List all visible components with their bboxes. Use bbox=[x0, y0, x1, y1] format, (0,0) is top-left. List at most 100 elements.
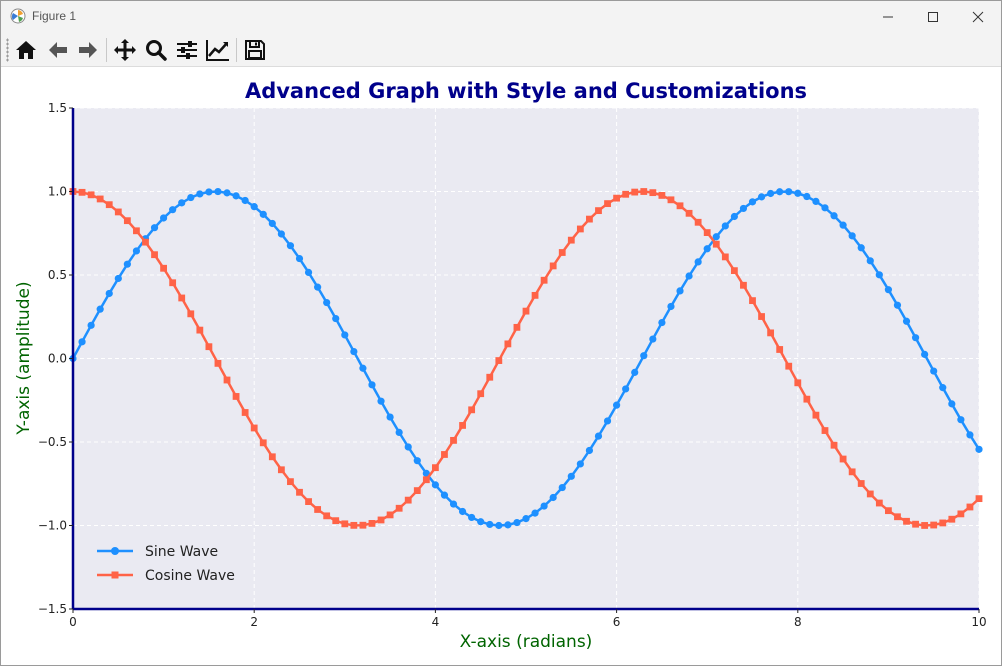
data-point bbox=[277, 466, 285, 474]
data-point bbox=[214, 359, 222, 367]
data-point bbox=[749, 297, 756, 305]
data-point bbox=[875, 499, 883, 507]
data-point bbox=[558, 483, 566, 492]
data-point bbox=[468, 406, 476, 414]
data-point bbox=[812, 411, 820, 419]
data-point bbox=[87, 191, 95, 199]
data-point bbox=[323, 512, 331, 520]
data-point bbox=[803, 395, 811, 403]
data-point bbox=[712, 233, 720, 241]
data-point bbox=[96, 195, 104, 203]
data-point bbox=[404, 496, 412, 504]
data-point bbox=[558, 249, 566, 256]
data-point bbox=[359, 521, 367, 529]
data-point bbox=[830, 212, 838, 220]
data-point bbox=[676, 202, 684, 210]
data-point bbox=[105, 289, 113, 298]
data-point bbox=[142, 238, 149, 246]
x-axis-label: X-axis (radians) bbox=[460, 632, 593, 652]
data-point bbox=[902, 317, 911, 325]
data-point bbox=[694, 258, 702, 266]
data-point bbox=[848, 232, 856, 240]
close-icon bbox=[972, 11, 984, 22]
x-tick-label: 2 bbox=[250, 615, 258, 629]
edit-axis-button[interactable] bbox=[204, 36, 232, 64]
y-tick-label: 0.5 bbox=[48, 268, 67, 282]
save-button[interactable] bbox=[241, 36, 269, 64]
x-tick-label: 6 bbox=[613, 615, 621, 629]
data-point bbox=[178, 199, 186, 207]
data-point bbox=[576, 460, 584, 468]
save-floppy-icon bbox=[245, 40, 265, 60]
data-point bbox=[359, 364, 367, 372]
y-axis-label: Y-axis (amplitude) bbox=[14, 281, 34, 435]
data-point bbox=[531, 291, 539, 299]
series-layer bbox=[69, 187, 983, 530]
data-point bbox=[105, 201, 113, 209]
data-point bbox=[449, 500, 458, 508]
data-point bbox=[459, 422, 466, 429]
forward-button[interactable] bbox=[74, 36, 102, 64]
data-point bbox=[939, 519, 947, 527]
data-point bbox=[966, 431, 974, 439]
data-point bbox=[187, 193, 195, 202]
data-point bbox=[721, 222, 729, 230]
data-point bbox=[803, 192, 811, 201]
data-point bbox=[187, 310, 195, 318]
maximize-button[interactable] bbox=[910, 1, 956, 32]
data-point bbox=[531, 509, 539, 517]
pan-button[interactable] bbox=[111, 36, 139, 64]
data-point bbox=[196, 190, 204, 198]
data-point bbox=[866, 257, 874, 265]
chart-svg: 0 2 4 6 8 10 −1.5 −1.0 −0.5 0.0 0.5 1.0 1.5 Advanced… bbox=[14, 79, 987, 652]
data-point bbox=[277, 230, 285, 238]
data-point bbox=[114, 208, 122, 216]
data-point bbox=[603, 417, 612, 425]
data-point bbox=[794, 189, 802, 197]
data-point bbox=[305, 498, 312, 506]
back-button[interactable] bbox=[44, 36, 72, 64]
data-point bbox=[930, 367, 938, 375]
data-point bbox=[160, 264, 167, 272]
data-point bbox=[839, 455, 847, 463]
data-point bbox=[259, 210, 267, 218]
data-point bbox=[975, 495, 983, 503]
data-point bbox=[640, 188, 648, 195]
data-point bbox=[767, 189, 775, 198]
data-point bbox=[495, 357, 503, 364]
data-point bbox=[413, 487, 421, 494]
zoom-button[interactable] bbox=[142, 36, 170, 64]
title-bar: Figure 1 bbox=[1, 1, 1001, 32]
data-point bbox=[667, 196, 675, 204]
data-point bbox=[948, 515, 956, 523]
data-point bbox=[622, 190, 630, 198]
data-point bbox=[432, 464, 439, 472]
data-point bbox=[812, 197, 820, 206]
data-point bbox=[232, 192, 240, 200]
data-point bbox=[468, 513, 476, 522]
data-point bbox=[450, 436, 457, 444]
data-point bbox=[685, 209, 693, 217]
data-point bbox=[839, 221, 847, 229]
x-tick-label: 10 bbox=[971, 615, 986, 629]
configure-subplots-icon bbox=[177, 41, 197, 59]
close-button[interactable] bbox=[955, 1, 1001, 32]
data-point bbox=[123, 217, 131, 225]
data-point bbox=[594, 432, 603, 440]
data-point bbox=[785, 362, 793, 370]
data-point bbox=[957, 510, 965, 518]
home-button[interactable] bbox=[12, 36, 40, 64]
data-point bbox=[785, 188, 793, 196]
data-point bbox=[966, 503, 974, 511]
configure-subplots-button[interactable] bbox=[173, 36, 201, 64]
minimize-button[interactable] bbox=[865, 1, 911, 32]
data-point bbox=[622, 385, 630, 393]
data-point bbox=[268, 219, 276, 228]
legend-label: Cosine Wave bbox=[145, 568, 235, 584]
figure-canvas[interactable]: 0 2 4 6 8 10 −1.5 −1.0 −0.5 0.0 0.5 1.0 1.5 Advanced… bbox=[1, 67, 1001, 665]
data-point bbox=[241, 196, 249, 205]
data-point bbox=[368, 520, 376, 527]
data-point bbox=[712, 240, 720, 248]
toolbar-grip bbox=[6, 38, 9, 62]
data-point bbox=[160, 214, 168, 222]
